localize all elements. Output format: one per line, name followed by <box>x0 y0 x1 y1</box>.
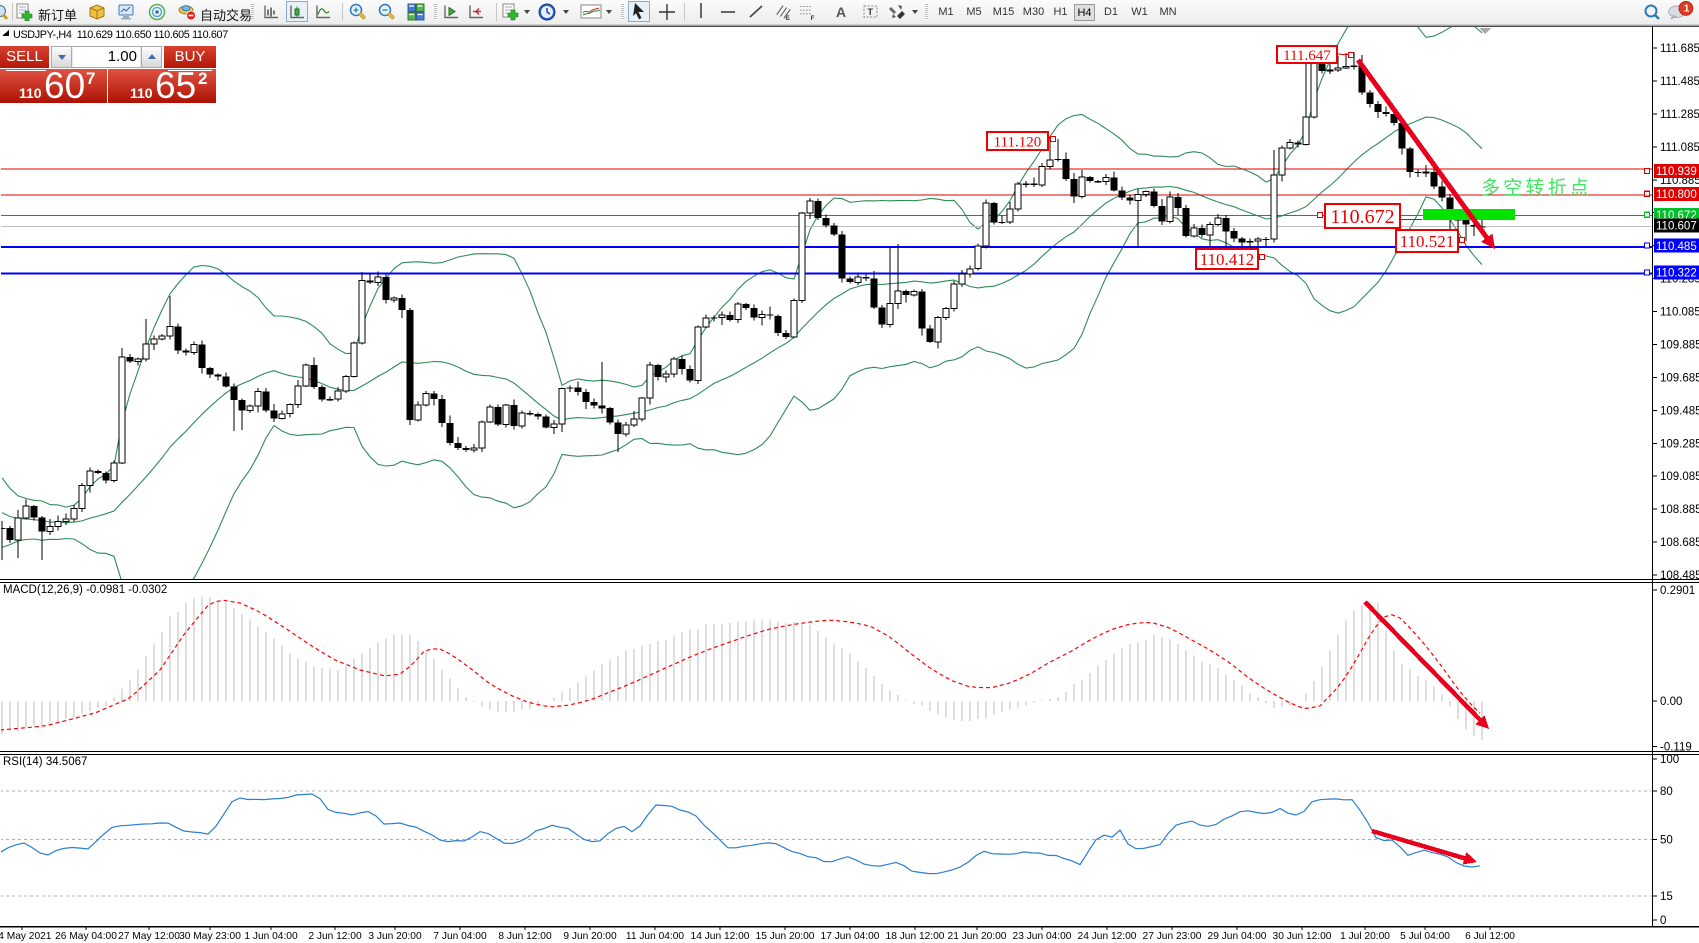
svg-text:110.485: 110.485 <box>1656 241 1697 253</box>
svg-text:E: E <box>786 15 790 21</box>
svg-text:110.939: 110.939 <box>1656 166 1697 178</box>
svg-text:111.120: 111.120 <box>994 134 1042 150</box>
svg-text:18 Jun 12:00: 18 Jun 12:00 <box>886 931 945 942</box>
svg-text:109.685: 109.685 <box>1660 372 1699 384</box>
svg-text:15 Jun 20:00: 15 Jun 20:00 <box>756 931 815 942</box>
svg-text:23 Jun 04:00: 23 Jun 04:00 <box>1013 931 1072 942</box>
svg-text:30 May 23:00: 30 May 23:00 <box>179 931 241 942</box>
svg-text:80: 80 <box>1660 786 1673 798</box>
svg-text:17 Jun 04:00: 17 Jun 04:00 <box>821 931 880 942</box>
svg-text:6 Jul 12:00: 6 Jul 12:00 <box>1465 931 1515 942</box>
svg-text:24 Jun 12:00: 24 Jun 12:00 <box>1078 931 1137 942</box>
svg-text:30 Jun 12:00: 30 Jun 12:00 <box>1273 931 1332 942</box>
svg-text:8 Jun 12:00: 8 Jun 12:00 <box>498 931 552 942</box>
svg-text:7 Jun 04:00: 7 Jun 04:00 <box>433 931 487 942</box>
svg-text:1 Jul 20:00: 1 Jul 20:00 <box>1340 931 1390 942</box>
svg-text:5 Jul 04:00: 5 Jul 04:00 <box>1400 931 1450 942</box>
svg-text:15: 15 <box>1660 891 1673 903</box>
svg-text:29 Jun 04:00: 29 Jun 04:00 <box>1208 931 1267 942</box>
svg-text:108.885: 108.885 <box>1660 504 1699 516</box>
svg-text:RSI(14) 34.5067: RSI(14) 34.5067 <box>3 756 87 768</box>
svg-text:24 May 2021: 24 May 2021 <box>0 931 52 942</box>
svg-text:111.685: 111.685 <box>1660 43 1699 55</box>
svg-text:11 Jun 04:00: 11 Jun 04:00 <box>626 931 684 942</box>
svg-text:-0.119: -0.119 <box>1660 741 1692 753</box>
svg-text:111.085: 111.085 <box>1660 142 1699 154</box>
svg-text:110.800: 110.800 <box>1656 189 1697 201</box>
svg-text:F: F <box>811 15 815 21</box>
svg-text:0.2901: 0.2901 <box>1660 585 1695 597</box>
svg-text:110.672: 110.672 <box>1330 206 1394 228</box>
svg-text:109.085: 109.085 <box>1660 471 1699 483</box>
svg-text:0.00: 0.00 <box>1660 696 1682 708</box>
svg-text:多空转折点: 多空转折点 <box>1481 177 1592 199</box>
svg-text:110.412: 110.412 <box>1200 250 1255 269</box>
svg-text:108.685: 108.685 <box>1660 537 1699 549</box>
svg-text:1: 1 <box>1684 4 1690 15</box>
svg-text:109.885: 109.885 <box>1660 339 1699 351</box>
svg-text:111.285: 111.285 <box>1660 109 1699 121</box>
svg-text:21 Jun 20:00: 21 Jun 20:00 <box>948 931 1007 942</box>
svg-text:109.485: 109.485 <box>1660 405 1699 417</box>
svg-text:MACD(12,26,9) -0.0981 -0.0302: MACD(12,26,9) -0.0981 -0.0302 <box>3 584 167 596</box>
svg-text:14 Jun 12:00: 14 Jun 12:00 <box>691 931 750 942</box>
svg-text:9 Jun 20:00: 9 Jun 20:00 <box>563 931 617 942</box>
svg-text:110.607: 110.607 <box>1656 221 1697 233</box>
svg-text:50: 50 <box>1660 835 1673 847</box>
svg-text:111.647: 111.647 <box>1283 48 1331 64</box>
svg-text:T: T <box>868 7 874 17</box>
svg-text:0: 0 <box>1660 915 1666 927</box>
svg-text:109.285: 109.285 <box>1660 438 1699 450</box>
svg-text:110.521: 110.521 <box>1400 232 1455 251</box>
svg-text:26 May 04:00: 26 May 04:00 <box>55 931 117 942</box>
svg-text:111.485: 111.485 <box>1660 76 1699 88</box>
svg-text:USDJPY-,H4 110.629 110.650 11: USDJPY-,H4 110.629 110.650 110.605 110.6… <box>13 29 228 41</box>
svg-text:100: 100 <box>1660 754 1679 766</box>
svg-text:1 Jun 04:00: 1 Jun 04:00 <box>244 931 298 942</box>
svg-text:108.485: 108.485 <box>1660 570 1699 582</box>
svg-text:3 Jun 20:00: 3 Jun 20:00 <box>368 931 422 942</box>
svg-text:2 Jun 12:00: 2 Jun 12:00 <box>308 931 362 942</box>
svg-text:110.085: 110.085 <box>1660 307 1699 319</box>
svg-text:27 May 12:00: 27 May 12:00 <box>118 931 180 942</box>
svg-text:110.322: 110.322 <box>1656 268 1697 280</box>
svg-text:27 Jun 23:00: 27 Jun 23:00 <box>1143 931 1202 942</box>
